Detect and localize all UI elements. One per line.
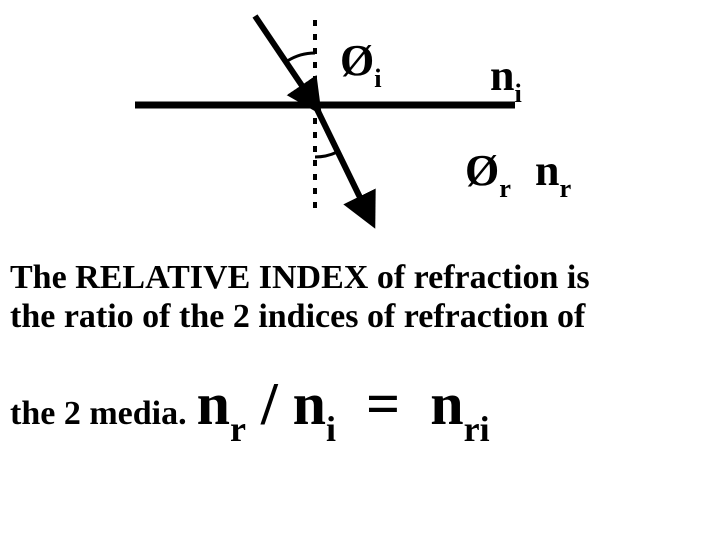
theta-r-sub: r [499, 173, 511, 203]
explanation-text: The RELATIVE INDEX of refraction is the … [10, 258, 720, 336]
angle-arc-incident [287, 53, 315, 61]
refracted-ray [315, 105, 370, 218]
n-r-symbol: n [535, 146, 559, 195]
label-n-r: nr [535, 145, 571, 202]
n-i-symbol: n [490, 51, 514, 100]
refraction-diagram [115, 10, 535, 240]
equation-line: the 2 media. nr / ni = nri [10, 370, 720, 446]
theta-r-symbol: Ø [465, 146, 499, 195]
eq-ni-sub: i [326, 409, 336, 449]
eq-nri-sub: ri [464, 409, 490, 449]
explanation-line-2: the ratio of the 2 indices of refraction… [10, 297, 720, 336]
eq-nr-sub: r [230, 409, 246, 449]
incident-ray [255, 16, 315, 105]
label-n-i: ni [490, 50, 522, 107]
angle-arc-refracted [315, 152, 337, 157]
equation-big: nr / ni = nri [197, 371, 490, 437]
eq-equals: = [366, 371, 400, 437]
n-i-sub: i [514, 78, 521, 108]
equation-prefix: the 2 media. [10, 395, 187, 432]
theta-i-sub: i [374, 63, 381, 93]
theta-i-symbol: Ø [340, 36, 374, 85]
stage: Øi ni Ør nr The RELATIVE INDEX of refrac… [0, 0, 720, 540]
n-r-sub: r [559, 173, 571, 203]
eq-slash: / [261, 371, 278, 437]
label-theta-i: Øi [340, 35, 382, 92]
eq-nri-n: n [430, 371, 463, 437]
explanation-line-1: The RELATIVE INDEX of refraction is [10, 258, 720, 297]
eq-ni-n: n [293, 371, 326, 437]
eq-nr-n: n [197, 371, 230, 437]
label-theta-r: Ør [465, 145, 511, 202]
